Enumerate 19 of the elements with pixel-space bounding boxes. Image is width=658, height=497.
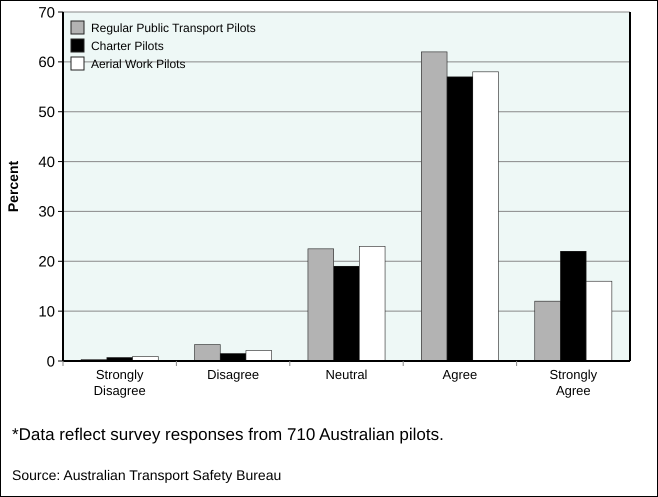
y-tick-label: 30 bbox=[38, 204, 55, 221]
legend-label: Charter Pilots bbox=[91, 39, 164, 53]
text: *Data reflect survey responses from 710 Australian pilots. bbox=[12, 425, 444, 444]
y-tick-label: 60 bbox=[38, 54, 55, 72]
y-tick-label: 70 bbox=[38, 4, 55, 22]
y-tick-label: 20 bbox=[38, 254, 55, 271]
y-tick-label: 50 bbox=[38, 104, 55, 121]
x-tick-label: Disagree bbox=[207, 367, 260, 382]
source-note: Source: Australian Transport Safety Bureau bbox=[12, 467, 282, 483]
y-tick-label: 40 bbox=[38, 154, 55, 171]
y-axis-title: Percent bbox=[5, 160, 21, 212]
legend-label: Regular Public Transport Pilots bbox=[91, 21, 256, 35]
x-tick-label: Neutral bbox=[326, 367, 368, 382]
y-tick-label: 10 bbox=[38, 303, 55, 320]
x-tick-label: Agree bbox=[442, 367, 478, 382]
y-tick-label: 0 bbox=[46, 353, 55, 370]
x-tick-label: Strongly Agree bbox=[549, 367, 598, 398]
x-tick-label: Strongly Disagree bbox=[94, 367, 146, 398]
legend-label: Aerial Work Pilots bbox=[91, 57, 186, 71]
